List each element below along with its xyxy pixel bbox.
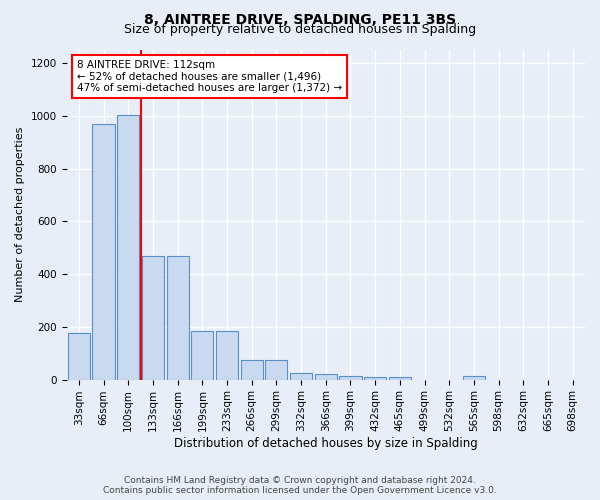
Bar [68,334,90,380]
Bar [463,376,485,380]
Bar [241,360,263,380]
Bar [265,360,287,380]
Bar [389,377,411,380]
Bar [117,114,139,380]
Bar [290,373,312,380]
Text: 8 AINTREE DRIVE: 112sqm
← 52% of detached houses are smaller (1,496)
47% of semi: 8 AINTREE DRIVE: 112sqm ← 52% of detache… [77,60,342,93]
Text: 8, AINTREE DRIVE, SPALDING, PE11 3BS: 8, AINTREE DRIVE, SPALDING, PE11 3BS [144,12,456,26]
Bar [216,331,238,380]
Bar [314,374,337,380]
Text: Size of property relative to detached houses in Spalding: Size of property relative to detached ho… [124,22,476,36]
X-axis label: Distribution of detached houses by size in Spalding: Distribution of detached houses by size … [174,437,478,450]
Bar [191,331,214,380]
Text: Contains HM Land Registry data © Crown copyright and database right 2024.
Contai: Contains HM Land Registry data © Crown c… [103,476,497,495]
Bar [364,377,386,380]
Y-axis label: Number of detached properties: Number of detached properties [15,127,25,302]
Bar [340,376,362,380]
Bar [167,256,189,380]
Bar [92,124,115,380]
Bar [142,256,164,380]
